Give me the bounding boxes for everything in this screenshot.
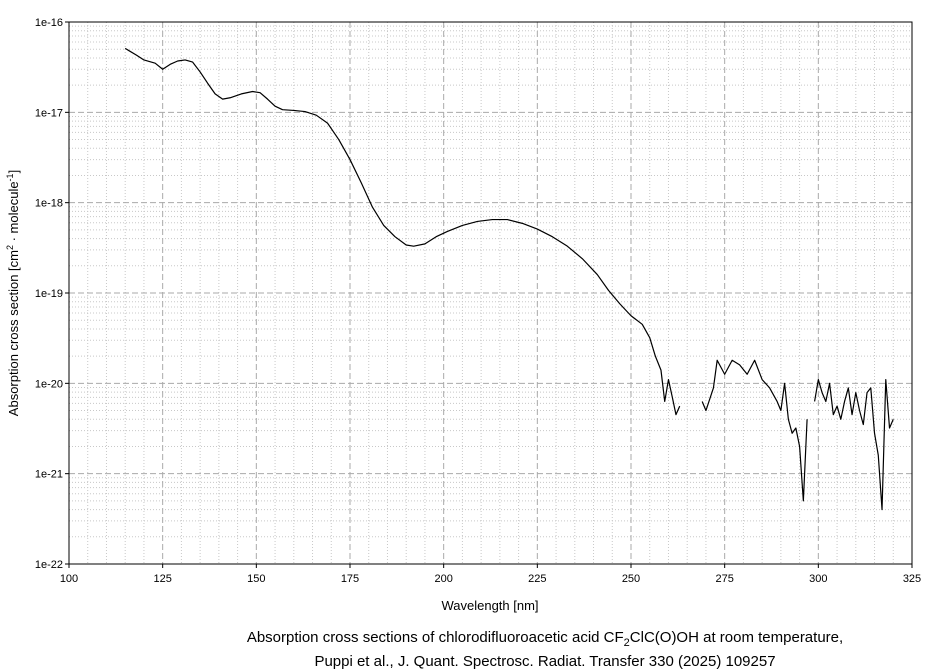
- x-tick-label: 150: [247, 573, 265, 585]
- caption-line-1: Absorption cross sections of chlorodiflu…: [247, 629, 843, 649]
- y-label-part: Absorption cross section [cm: [6, 250, 21, 416]
- x-tick-label: 300: [809, 573, 827, 585]
- y-tick-label: 1e-21: [35, 469, 63, 481]
- y-axis-label: Absorption cross section [cm2 · molecule…: [5, 170, 21, 416]
- x-tick-label: 100: [60, 573, 78, 585]
- y-tick-label: 1e-17: [35, 107, 63, 119]
- data-line: [124, 47, 894, 511]
- x-tick-label: 175: [341, 573, 359, 585]
- x-tick-label: 250: [622, 573, 640, 585]
- x-tick-label: 225: [528, 573, 546, 585]
- x-tick-label: 200: [434, 573, 452, 585]
- y-tick-label: 1e-16: [35, 17, 63, 29]
- y-tick-label: 1e-22: [35, 559, 63, 571]
- y-label-sup: -1: [5, 173, 15, 181]
- y-tick-label: 1e-19: [35, 288, 63, 300]
- y-label-sup: 2: [5, 245, 15, 250]
- caption-line-2: Puppi et al., J. Quant. Spectrosc. Radia…: [314, 653, 775, 670]
- caption-part: Absorption cross sections of chlorodiflu…: [247, 629, 624, 646]
- y-label-part: · molecule: [6, 181, 21, 245]
- x-tick-label: 275: [715, 573, 733, 585]
- x-tick-label: 325: [903, 573, 921, 585]
- caption-part: ClC(O)OH at room temperature,: [630, 629, 843, 646]
- y-label-part: ]: [6, 170, 21, 174]
- x-axis-label: Wavelength [nm]: [441, 598, 538, 613]
- y-tick-label: 1e-18: [35, 198, 63, 210]
- x-tick-label: 125: [153, 573, 171, 585]
- y-tick-label: 1e-20: [35, 378, 63, 390]
- caption-sub: 2: [624, 637, 630, 649]
